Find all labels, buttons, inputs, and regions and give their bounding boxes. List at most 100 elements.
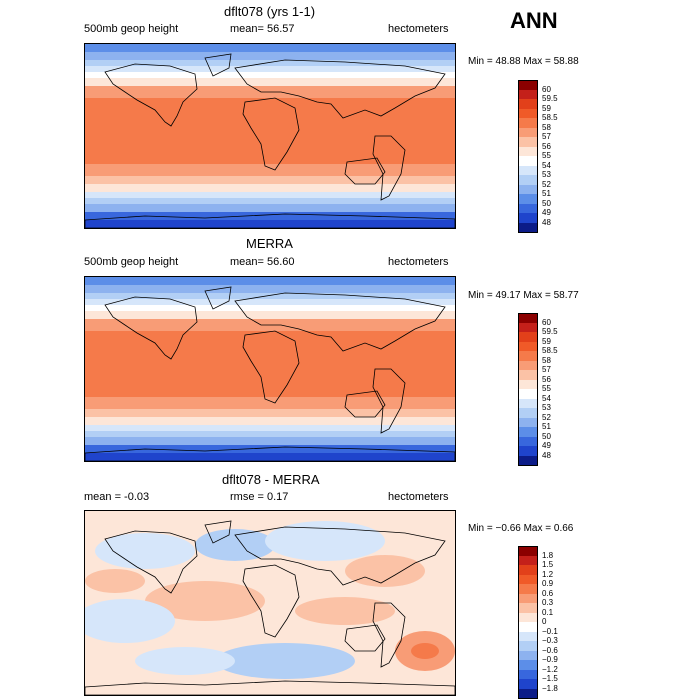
colorbar-label: 50 [542, 198, 551, 208]
coastline [344, 624, 386, 652]
colorbar-swatch [518, 679, 538, 689]
colorbar-swatch [518, 351, 538, 361]
colorbar-swatch [518, 137, 538, 147]
contour-band [85, 198, 455, 204]
colorbar-label: 49 [542, 208, 551, 217]
coastline [372, 602, 406, 668]
colorbar-swatch [518, 313, 538, 323]
colorbar-swatch [518, 688, 538, 699]
contour-band [85, 397, 455, 409]
colorbar-label: 1.5 [542, 560, 554, 569]
mean-label: mean = -0.03 [84, 491, 150, 503]
contour-band [85, 409, 455, 417]
colorbar-label: 57 [542, 365, 551, 374]
colorbar-swatch [518, 436, 538, 447]
contour-band [85, 204, 455, 212]
colorbar-label: 60 [542, 317, 551, 327]
contour-region [95, 533, 195, 569]
colorbar-label: 59.5 [542, 94, 558, 103]
colorbar-swatch [518, 555, 538, 566]
colorbar-swatch [518, 127, 538, 138]
colorbar-swatch [518, 446, 538, 456]
contour-band [85, 311, 455, 319]
colorbar-swatch [518, 650, 538, 661]
colorbar-label: −0.3 [542, 636, 558, 645]
minmax-label: Min = −0.66 Max = 0.66 [468, 523, 574, 534]
colorbar-label: 1.8 [542, 550, 554, 560]
colorbar-swatch [518, 332, 538, 342]
colorbar-label: −0.6 [542, 645, 558, 655]
contour-band [85, 445, 455, 453]
colorbar-label: 58.5 [542, 346, 558, 355]
colorbar-label: 0.1 [542, 607, 554, 617]
contour-band [85, 220, 455, 228]
colorbar-label: 60 [542, 84, 551, 94]
mean-label: mean= 56.57 [230, 23, 295, 35]
coastline [242, 330, 300, 404]
contour-region [85, 569, 145, 593]
map-merra [84, 276, 456, 462]
colorbar-swatch [518, 99, 538, 109]
contour-region [345, 555, 425, 587]
colorbar-label: 55 [542, 151, 551, 160]
colorbar-swatch [518, 398, 538, 409]
colorbar-label: −1.5 [542, 674, 558, 683]
colorbar-swatch [518, 203, 538, 214]
contour-region [85, 599, 175, 643]
colorbar-swatch [518, 612, 538, 623]
colorbar-label: 0 [542, 617, 547, 626]
colorbar-swatch [518, 379, 538, 390]
coastline [234, 59, 446, 119]
colorbar-label: 51 [542, 422, 551, 431]
colorbar-label: 59 [542, 336, 551, 346]
colorbar-swatch [518, 455, 538, 466]
colorbar-label: −0.9 [542, 655, 558, 664]
colorbar-swatch [518, 631, 538, 642]
panel-title: dflt078 (yrs 1-1) [224, 4, 316, 19]
contour-band [85, 176, 455, 184]
contour-band [85, 331, 455, 397]
colorbar-label: 0.9 [542, 579, 554, 588]
contour-band [85, 285, 455, 293]
contour-band [85, 72, 455, 78]
colorbar-label: 57 [542, 132, 551, 141]
colorbar-swatch [518, 389, 538, 399]
colorbar-label: 51 [542, 189, 551, 198]
coastline [85, 680, 455, 695]
colorbar-label: 50 [542, 431, 551, 441]
contour-region [135, 647, 235, 675]
colorbar-label: 55 [542, 384, 551, 393]
colorbar-swatch [518, 108, 538, 119]
colorbar-label: 59.5 [542, 327, 558, 336]
contour-band [85, 417, 455, 425]
colorbar-swatch [518, 370, 538, 380]
colorbar-swatch [518, 341, 538, 352]
coastline [234, 292, 446, 352]
coastline [104, 63, 198, 127]
contour-band [85, 212, 455, 220]
coastline [204, 53, 232, 77]
units-label: hectometers [388, 256, 449, 268]
contour-band [85, 192, 455, 198]
colorbar-label: 1.2 [542, 569, 554, 579]
coastline [234, 526, 446, 586]
coastline [204, 286, 232, 310]
contour-band [85, 437, 455, 445]
contour-band [85, 299, 455, 305]
contour-band [85, 184, 455, 192]
coastline [242, 564, 300, 638]
colorbar-swatch [518, 584, 538, 594]
colorbar-label: 58 [542, 122, 551, 132]
colorbar-swatch [518, 156, 538, 166]
colorbar-swatch [518, 427, 538, 437]
contour-band [85, 164, 455, 176]
colorbar-swatch [518, 184, 538, 195]
contour-band [85, 78, 455, 86]
colorbar-swatch [518, 417, 538, 428]
colorbar-swatch [518, 322, 538, 333]
map-difference [84, 510, 456, 696]
coastline [104, 530, 198, 594]
colorbar-label: 49 [542, 441, 551, 450]
colorbar-swatch [518, 118, 538, 128]
contour-band [85, 431, 455, 437]
